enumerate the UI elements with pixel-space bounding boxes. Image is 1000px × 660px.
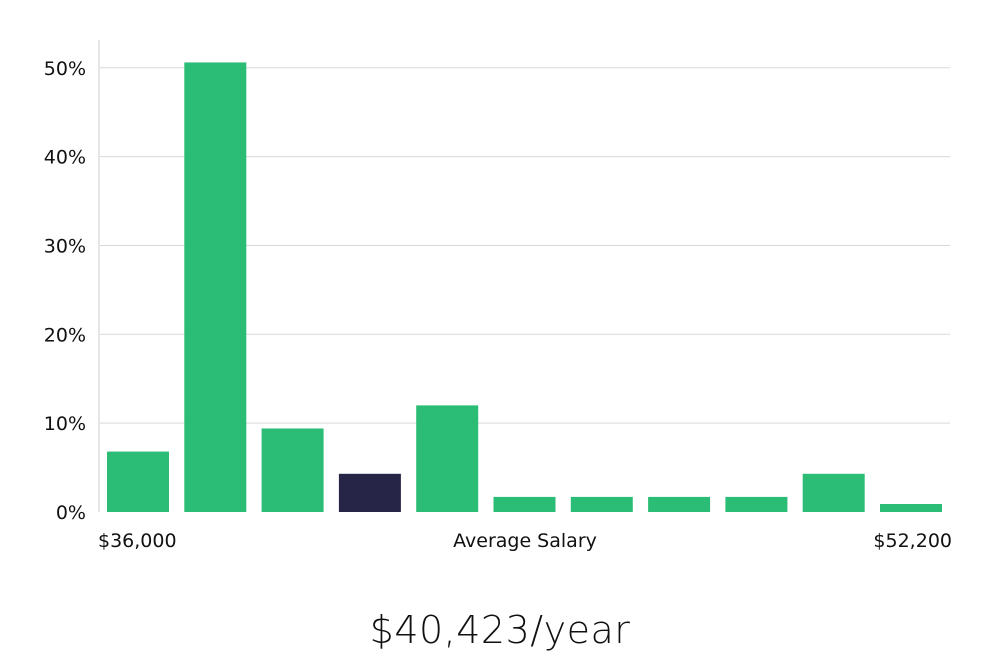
y-tick-label: 40% [44,147,86,169]
bar [184,62,247,512]
x-axis-max-label: $52,200 [873,530,952,552]
y-tick-labels: 0% 10% 20% 30% 40% 50% [44,58,86,524]
bar [261,428,324,512]
average-salary-value: $40,423/year [369,608,631,652]
highlighted-bar [338,473,401,512]
y-tick-label: 30% [44,235,86,257]
y-tick-label: 50% [44,58,86,80]
y-tick-label: 0% [56,502,86,524]
bar [493,496,556,512]
bar [107,451,169,512]
bar [416,405,479,512]
bars [107,62,942,512]
bar [570,496,633,512]
salary-histogram: 0% 10% 20% 30% 40% 50% $36,000 Average Salary… [44,40,952,552]
bar [802,473,865,512]
bar [648,496,711,512]
x-axis-min-label: $36,000 [98,530,177,552]
bar [725,496,788,512]
y-tick-label: 10% [44,413,86,435]
bar [880,504,942,512]
x-axis-title: Average Salary [453,530,597,552]
y-tick-label: 20% [44,324,86,346]
